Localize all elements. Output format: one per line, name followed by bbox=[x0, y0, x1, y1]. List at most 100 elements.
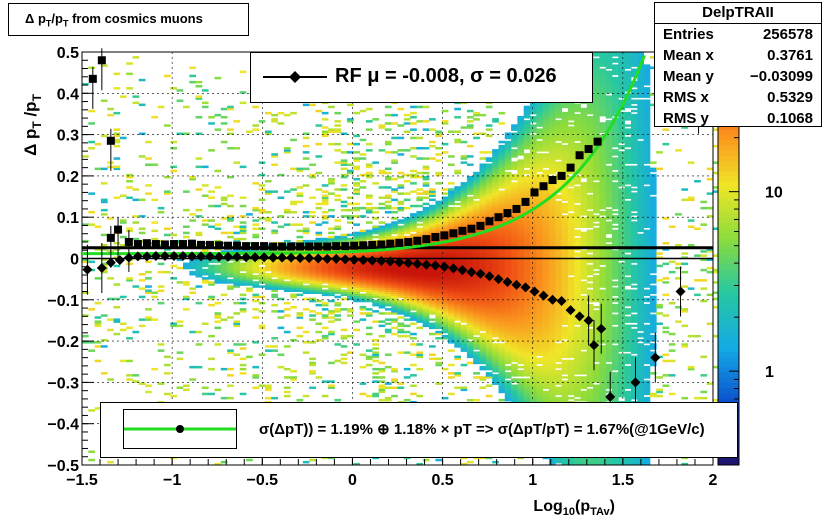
heatmap-cell bbox=[94, 322, 102, 325]
heatmap-cell bbox=[473, 113, 480, 117]
heatmap-cell bbox=[429, 318, 436, 321]
heatmap-cell bbox=[321, 126, 329, 129]
heatmap-cell bbox=[132, 56, 140, 59]
heatmap-cell bbox=[542, 347, 550, 350]
heatmap-cell bbox=[422, 202, 430, 206]
heatmap-cell bbox=[403, 367, 411, 371]
heatmap-cell bbox=[378, 275, 386, 278]
heatmap-cell bbox=[201, 258, 209, 261]
heatmap-cell bbox=[365, 270, 373, 274]
heatmap-cell bbox=[542, 382, 550, 385]
heatmap-cell bbox=[517, 287, 525, 290]
heatmap-cell bbox=[448, 248, 455, 251]
heatmap-cell bbox=[536, 173, 543, 177]
heatmap-cell bbox=[536, 153, 543, 156]
heatmap-cell bbox=[315, 279, 323, 282]
heatmap-cell bbox=[555, 217, 562, 220]
heatmap-cell bbox=[416, 306, 424, 309]
heatmap-cell bbox=[94, 359, 102, 363]
heatmap-cell bbox=[473, 320, 480, 323]
heatmap-cell bbox=[485, 254, 493, 257]
heatmap-cell bbox=[384, 171, 392, 175]
heatmap-cell bbox=[277, 111, 285, 115]
heatmap-cell bbox=[523, 252, 531, 255]
heatmap-cell bbox=[403, 287, 411, 290]
heatmap-cell bbox=[530, 326, 537, 330]
heatmap-cell bbox=[208, 149, 215, 152]
heatmap-cell bbox=[397, 312, 405, 315]
heatmap-cell bbox=[82, 223, 89, 226]
heatmap-cell bbox=[214, 275, 222, 278]
heatmap-cell bbox=[227, 231, 234, 235]
heatmap-cell bbox=[422, 285, 430, 288]
heatmap-cell bbox=[504, 242, 512, 245]
heatmap-cell bbox=[498, 184, 506, 187]
heatmap-cell bbox=[448, 273, 455, 276]
heatmap-cell bbox=[429, 279, 436, 282]
heatmap-cell bbox=[239, 308, 247, 311]
heatmap-cell bbox=[347, 169, 354, 173]
heatmap-cell bbox=[359, 318, 367, 321]
heatmap-cell bbox=[555, 382, 562, 385]
heatmap-cell bbox=[555, 128, 562, 131]
heatmap-cell bbox=[530, 144, 537, 148]
heatmap-cell bbox=[485, 250, 493, 253]
heatmap-cell bbox=[448, 328, 455, 332]
heatmap-cell bbox=[429, 248, 436, 251]
heatmap-cell bbox=[214, 76, 222, 80]
heatmap-cell bbox=[119, 295, 127, 299]
heatmap-cell bbox=[511, 279, 518, 282]
heatmap-cell bbox=[548, 165, 556, 169]
heatmap-cell bbox=[530, 248, 537, 251]
heatmap-cell bbox=[359, 206, 367, 210]
heatmap-cell bbox=[523, 310, 531, 313]
heatmap-cell bbox=[201, 105, 209, 109]
heatmap-cell bbox=[473, 295, 480, 299]
heatmap-cell bbox=[523, 184, 531, 187]
heatmap-cell bbox=[555, 320, 562, 323]
heatmap-cell bbox=[460, 256, 468, 259]
heatmap-cell bbox=[340, 334, 348, 338]
heatmap-cell bbox=[523, 380, 531, 383]
heatmap-cell bbox=[511, 365, 518, 369]
heatmap-cell bbox=[252, 374, 260, 377]
heatmap-cell bbox=[353, 159, 360, 162]
heatmap-cell bbox=[548, 239, 556, 243]
heatmap-cell bbox=[359, 293, 367, 297]
heatmap-cell bbox=[296, 334, 304, 338]
heatmap-cell bbox=[94, 225, 102, 228]
heatmap-cell bbox=[296, 229, 304, 233]
heatmap-cell bbox=[479, 248, 487, 251]
heatmap-cell bbox=[353, 299, 360, 303]
heatmap-cell bbox=[365, 120, 373, 123]
heatmap-cell bbox=[397, 277, 405, 280]
heatmap-cell bbox=[252, 277, 260, 280]
heatmap-cell bbox=[429, 198, 436, 202]
heatmap-cell bbox=[473, 355, 480, 359]
heatmap-cell bbox=[265, 264, 272, 268]
heatmap-cell bbox=[555, 343, 562, 346]
heatmap-cell bbox=[479, 244, 487, 247]
heatmap-cell bbox=[372, 266, 379, 270]
heatmap-cell bbox=[542, 341, 550, 344]
heatmap-cell bbox=[309, 287, 316, 290]
heatmap-cell bbox=[309, 363, 316, 367]
heatmap-cell bbox=[479, 359, 487, 363]
heatmap-cell bbox=[397, 107, 405, 111]
heatmap-cell bbox=[523, 188, 531, 191]
heatmap-cell bbox=[441, 258, 449, 261]
heatmap-cell bbox=[542, 217, 550, 220]
heatmap-cell bbox=[410, 244, 417, 247]
heatmap-cell bbox=[485, 157, 493, 160]
heatmap-cell bbox=[523, 334, 531, 338]
heatmap-cell bbox=[536, 192, 543, 195]
heatmap-cell bbox=[258, 273, 266, 276]
heatmap-cell bbox=[410, 122, 417, 125]
heatmap-cell bbox=[555, 105, 562, 109]
heatmap-cell bbox=[555, 374, 562, 377]
heatmap-cell bbox=[321, 301, 329, 305]
heatmap-cell bbox=[523, 144, 531, 148]
heatmap-cell bbox=[365, 196, 373, 199]
heatmap-cell bbox=[277, 215, 285, 218]
heatmap-cell bbox=[548, 149, 556, 152]
